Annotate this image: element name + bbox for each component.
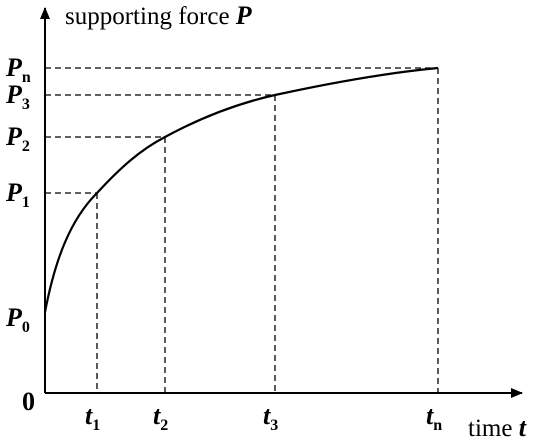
- x-axis-text: time: [468, 415, 512, 442]
- x-label: t2: [153, 401, 168, 434]
- x-axis-var: t: [519, 413, 527, 442]
- y-label-sub: n: [22, 69, 31, 86]
- x-axis-title: time t: [468, 413, 527, 442]
- title: supporting force P: [65, 1, 253, 30]
- title-var: P: [235, 1, 253, 30]
- y-label-base: P: [5, 80, 23, 109]
- x-label-base: t: [426, 401, 434, 430]
- y-label-base: P: [5, 303, 23, 332]
- y-label: Pn: [5, 53, 31, 86]
- y-label-sub: 2: [22, 138, 30, 155]
- title-text: supporting force: [65, 3, 230, 30]
- x-label-sub: 3: [270, 417, 278, 434]
- x-label: t1: [85, 401, 100, 434]
- y-label: P2: [5, 122, 30, 155]
- y-label-sub: 1: [22, 194, 30, 211]
- force-curve: [43, 66, 439, 313]
- x-label-sub: 2: [160, 417, 168, 434]
- origin-label: 0: [22, 387, 35, 416]
- y-label-base: P: [5, 178, 23, 207]
- x-label-sub: n: [433, 417, 442, 434]
- y-label-sub: 0: [22, 319, 30, 336]
- y-label: P3: [5, 80, 30, 113]
- y-label-base: P: [5, 122, 23, 151]
- y-label: P0: [5, 303, 30, 336]
- y-label-sub: 3: [22, 96, 30, 113]
- x-label-base: t: [85, 401, 93, 430]
- y-label-base: P: [5, 53, 23, 82]
- x-label: t3: [263, 401, 278, 434]
- x-label-sub: 1: [92, 417, 100, 434]
- guide-lines: [45, 67, 439, 393]
- x-label-base: t: [263, 401, 271, 430]
- x-label: tn: [426, 401, 442, 434]
- x-label-base: t: [153, 401, 161, 430]
- y-label: P1: [5, 178, 30, 211]
